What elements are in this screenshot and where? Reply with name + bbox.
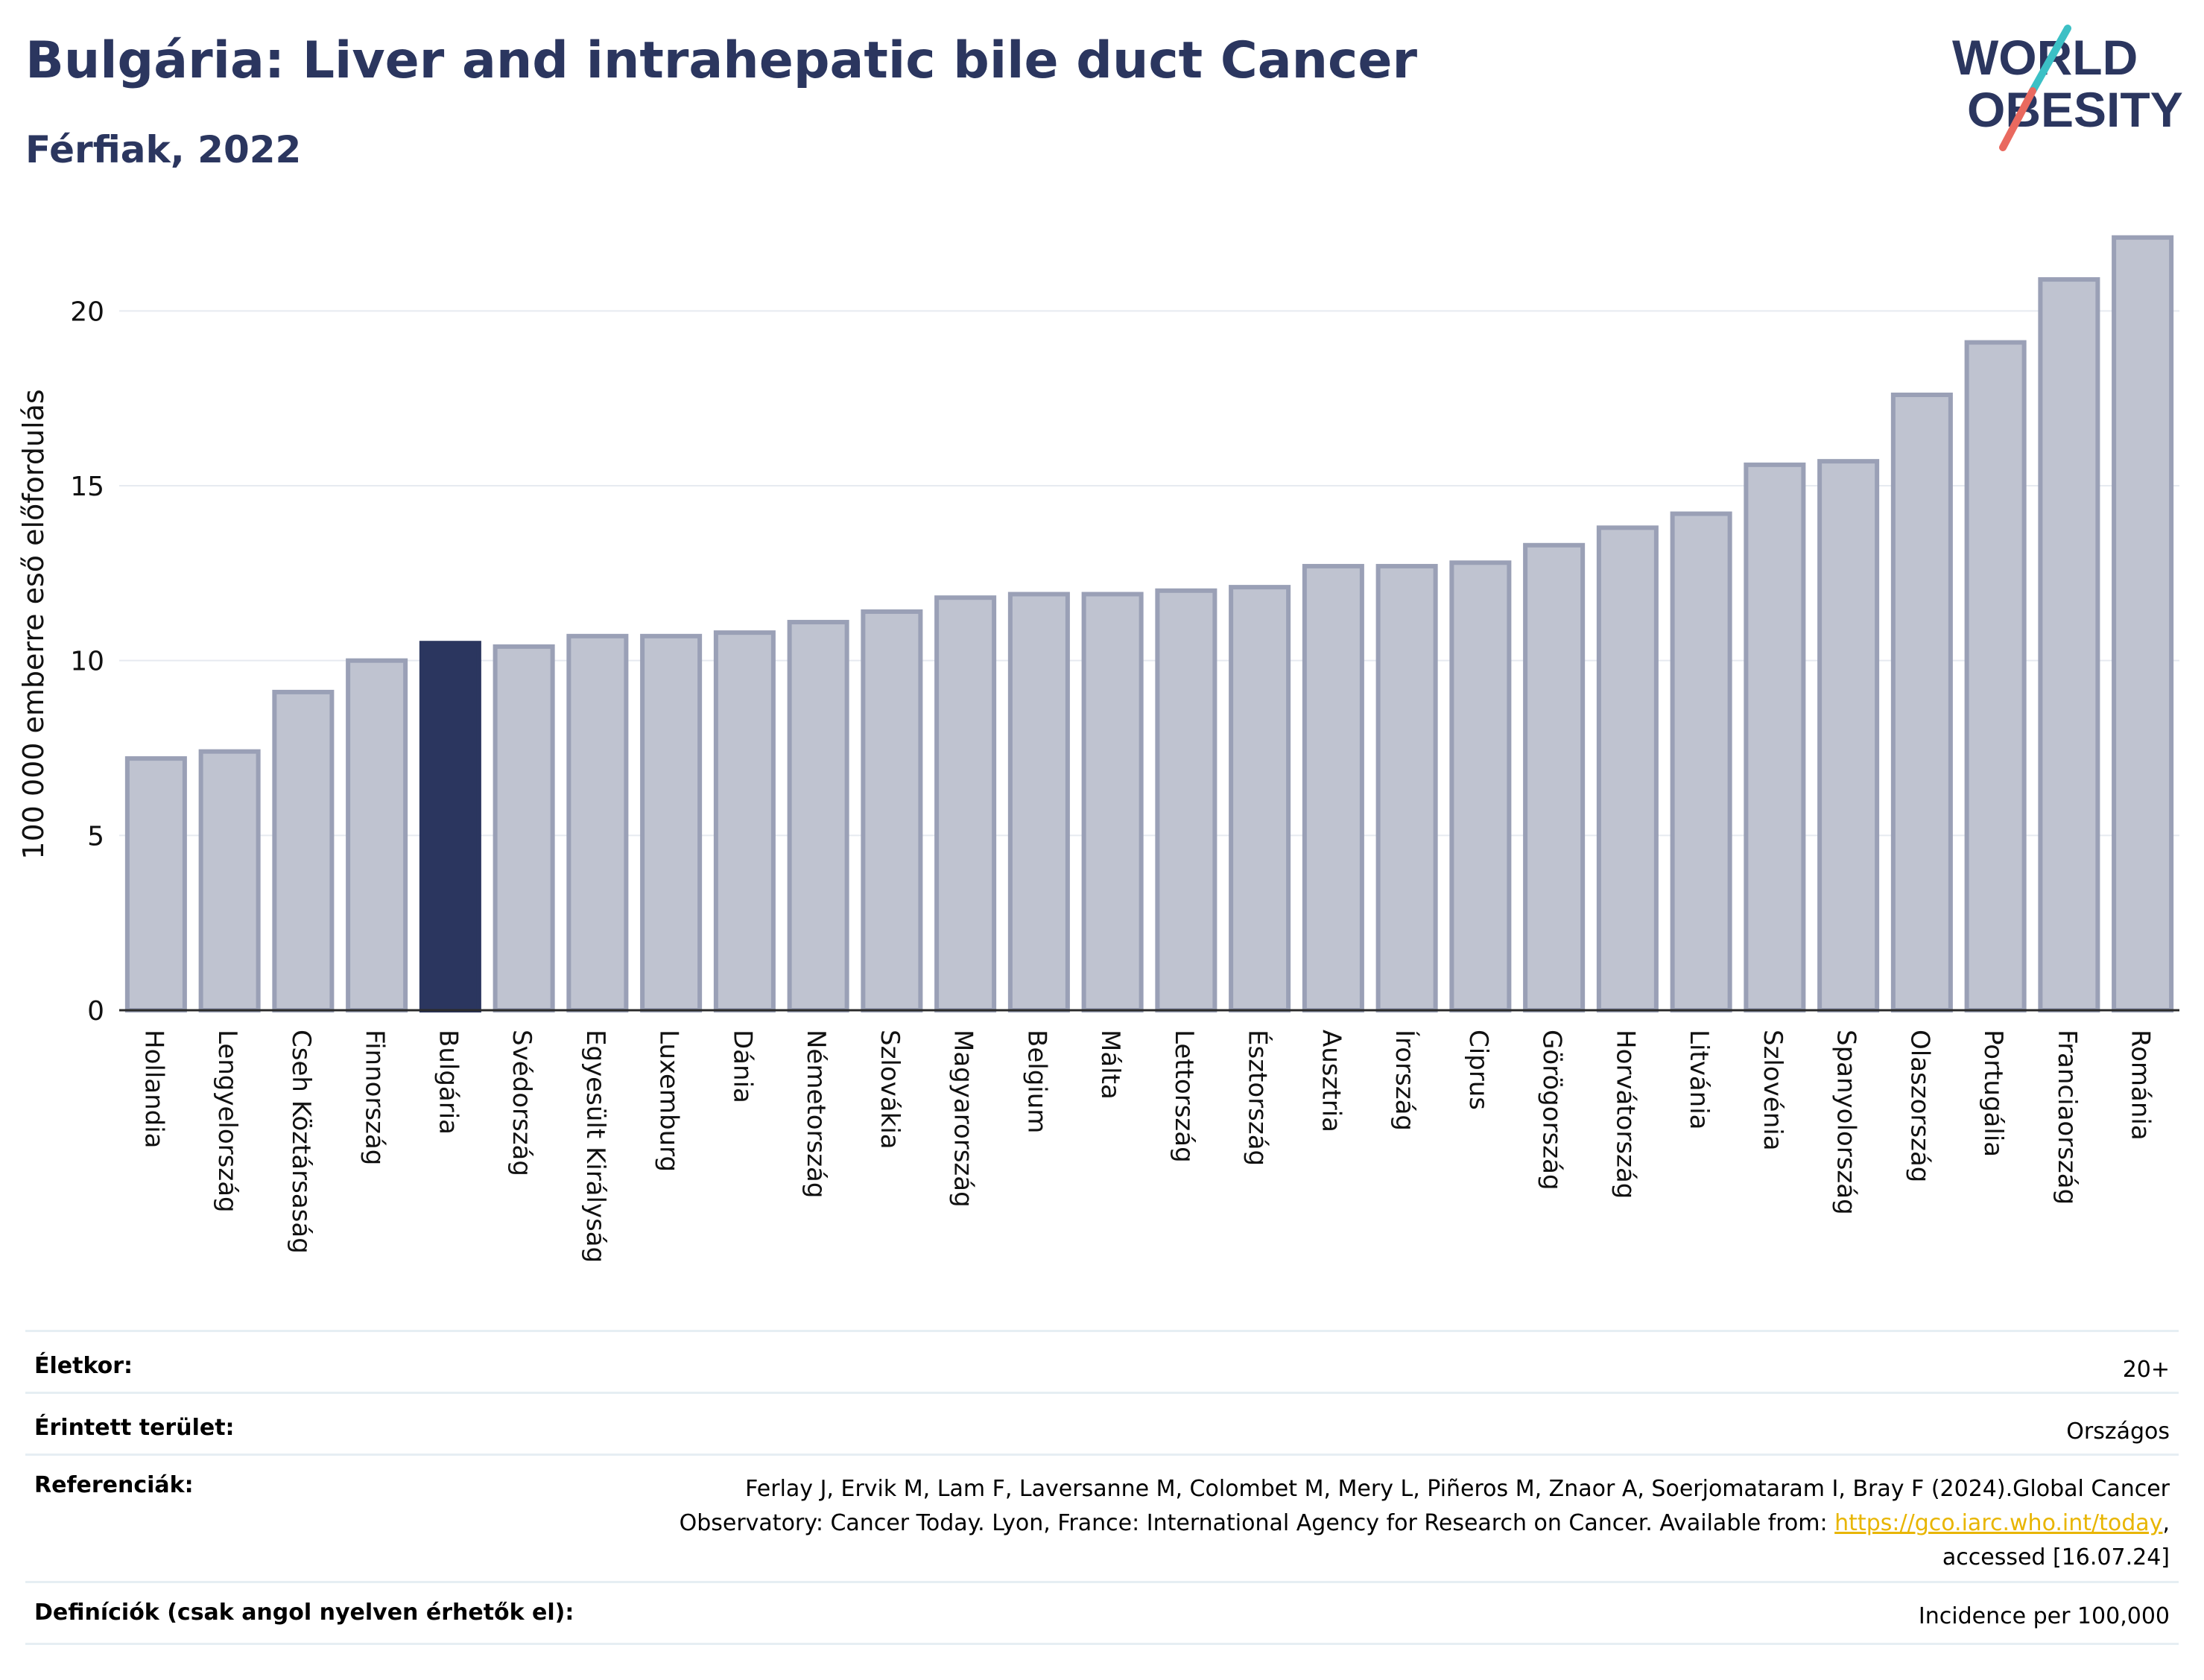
x-tick-label: Hollandia [139,1030,168,1149]
x-tick-label: Magyarország [949,1030,978,1208]
x-tick-label: Finnország [360,1030,390,1165]
x-tick-label: Lengyelország [212,1030,242,1213]
x-tick-label: Görögország [1537,1030,1567,1191]
definitions-value: Incidence per 100,000 [1918,1603,2170,1629]
chart-title: Bulgária: Liver and intrahepatic bile du… [25,31,1418,90]
x-tick-label: Egyesült Királyság [580,1030,610,1263]
x-tick-label: Szlovákia [875,1030,905,1150]
x-tick-label: Luxemburg [654,1030,684,1172]
y-axis-label: 100 000 emberre eső előfordulás [17,389,50,859]
bar [1596,525,1659,1012]
x-tick-label: Lettország [1169,1030,1199,1163]
bar [1744,462,1806,1012]
bars [124,235,2174,1013]
bar [1007,592,1070,1012]
x-tick-label: Szlovénia [1758,1030,1787,1151]
reference-line-3: accessed [16.07.24] [1942,1544,2170,1570]
bar [1449,560,1512,1012]
y-tick-label: 20 [70,297,104,327]
logo-slash-teal [2029,25,2071,95]
x-tick-label: Észtország [1243,1030,1273,1166]
x-tick-label: Málta [1095,1030,1125,1100]
bar [713,630,776,1012]
bar [2038,277,2100,1012]
meta-row-age: Életkor: 20+ [25,1330,2179,1392]
x-tick-label: Cseh Köztársaság [286,1030,316,1254]
bar [2112,235,2174,1013]
reference-line-1: Ferlay J, Ervik M, Lam F, Laversanne M, … [745,1476,2170,1502]
x-tick-label: Románia [2126,1030,2156,1141]
bar [1670,511,1732,1012]
bar [493,644,555,1012]
reference-line-2-end: , [2162,1510,2170,1536]
x-tick-label: Litvánia [1684,1030,1714,1130]
bar [419,641,481,1012]
bar [566,633,629,1013]
definitions-label: Definíciók (csak angol nyelven érhetők e… [34,1600,574,1626]
bar [1302,563,1364,1012]
meta-row-definitions: Definíciók (csak angol nyelven érhetők e… [25,1581,2179,1645]
y-tick-label: 10 [70,647,104,677]
y-tick-labels: 0 5 10 15 20 [70,297,104,1027]
x-tick-label: Ciprus [1463,1030,1493,1110]
reference-link[interactable]: https://gco.iarc.who.int/today [1834,1510,2163,1536]
x-tick-label: Svédország [507,1030,536,1176]
x-tick-labels: Hollandia Lengyelország Cseh Köztársaság Fi… [139,1030,2155,1263]
bar [640,633,703,1013]
x-tick-label: Dánia [727,1030,757,1103]
logo-word-obesity: OBESITY [1967,82,2183,137]
bar [1155,588,1217,1012]
area-value: Országos [2066,1419,2170,1445]
x-tick-label: Horvátország [1610,1030,1640,1199]
x-tick-label: Spanyolország [1831,1030,1861,1215]
logo-slash-red [1999,87,2036,151]
age-value: 20+ [2122,1357,2170,1383]
x-tick-label: Belgium [1022,1030,1051,1133]
bar [1523,542,1586,1012]
bar [861,609,923,1012]
x-tick-label: Olaszország [1904,1030,1934,1182]
bar [787,620,849,1012]
bar-chart: 0 5 10 15 20 Hollandia Lengyelország Cseh Közt… [17,235,2179,1263]
x-tick-label: Bulgária [433,1030,463,1135]
x-tick-label: Ausztria [1316,1030,1346,1132]
reference-line-2: Observatory: Cancer Today. Lyon, France:… [679,1510,1835,1536]
bar [1375,563,1438,1012]
bar [1964,340,2027,1013]
x-tick-label: Németország [801,1030,831,1198]
y-tick-label: 0 [87,996,104,1027]
area-label: Érintett terület: [34,1415,235,1441]
age-label: Életkor: [34,1353,133,1379]
meta-row-area: Érintett terület: Országos [25,1392,2179,1454]
y-tick-label: 5 [87,821,104,852]
chart-subtitle: Férfiak, 2022 [25,128,302,171]
references-label: Referenciák: [34,1472,194,1498]
x-tick-label: Portugália [1978,1030,2008,1157]
bar [934,595,997,1012]
bar [1817,459,1880,1012]
metadata-table: Életkor: 20+ Érintett terület: Országos … [25,1330,2179,1645]
world-obesity-logo: WORLD OBESITY [1952,25,2183,151]
bar [346,658,408,1013]
bar [1890,392,1953,1012]
y-tick-label: 15 [70,472,104,502]
x-tick-label: Franciaország [2052,1030,2082,1205]
bar [198,749,261,1013]
bar [1081,592,1144,1012]
bar [1229,585,1291,1012]
bar [272,689,335,1012]
meta-row-references: Referenciák: Ferlay J, Ervik M, Lam F, L… [25,1454,2179,1581]
bar [124,756,187,1013]
references-value: Ferlay J, Ervik M, Lam F, Laversanne M, … [680,1472,2170,1575]
x-tick-label: Írország [1390,1030,1420,1131]
